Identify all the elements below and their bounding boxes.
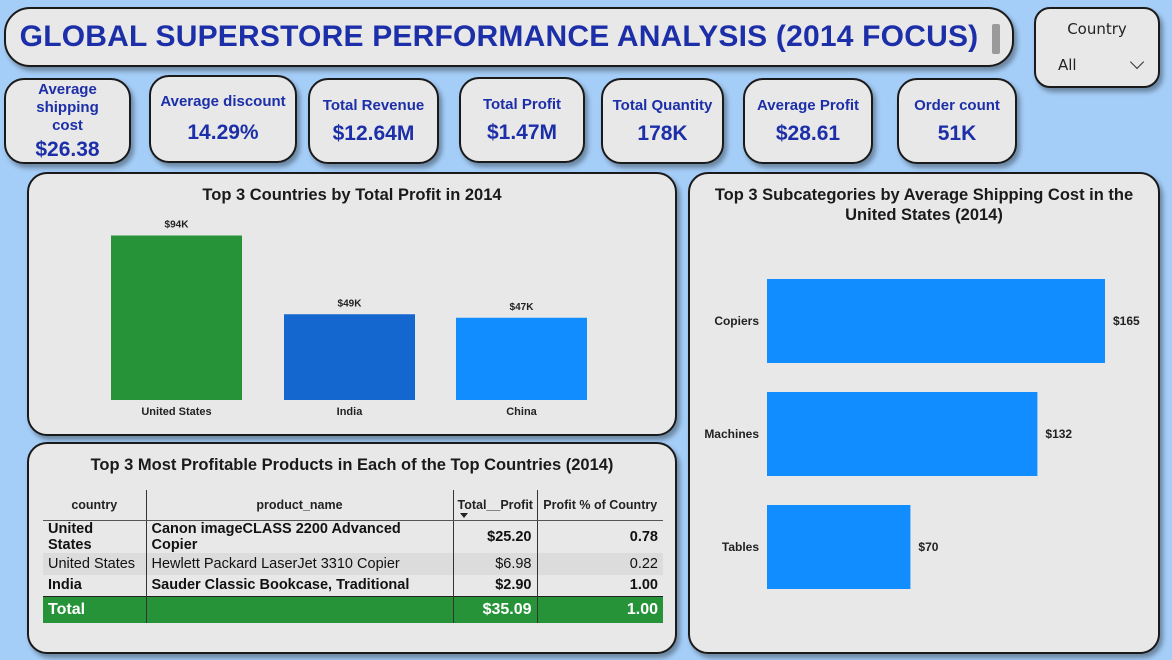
cell-profit: $25.20 xyxy=(453,520,538,553)
kpi-label: Average shipping cost xyxy=(36,80,99,134)
country-dropdown-value: All xyxy=(1058,56,1077,74)
tick-label-copiers: Copiers xyxy=(714,314,759,328)
title-banner: GLOBAL SUPERSTORE PERFORMANCE ANALYSIS (… xyxy=(4,7,1014,67)
data-label-india: $49K xyxy=(338,298,363,309)
column-header-country[interactable]: country xyxy=(43,490,147,521)
top-products-table: country product_name Total__Profit Profi… xyxy=(43,490,663,623)
tick-label-united-states: United States xyxy=(141,406,211,418)
total-pct: 1.00 xyxy=(537,596,663,623)
column-header-profit-pct[interactable]: Profit % of Country xyxy=(537,490,663,521)
kpi-label: Order count xyxy=(914,96,1000,114)
table-row[interactable]: United States Hewlett Packard LaserJet 3… xyxy=(43,552,663,575)
kpi-value: 178K xyxy=(637,121,688,145)
kpi-value: 51K xyxy=(937,121,977,145)
table-total-row: Total $35.09 1.00 xyxy=(43,596,663,623)
kpi-order-count: Order count 51K xyxy=(897,78,1017,164)
tick-label-india: India xyxy=(337,406,364,418)
cell-country: United States xyxy=(43,552,147,575)
bar-copiers[interactable] xyxy=(767,279,1105,363)
countries-profit-chart-plot: $94K United States $49K India $47K China xyxy=(111,220,587,418)
table-row[interactable]: India Sauder Classic Bookcase, Tradition… xyxy=(43,574,663,597)
tick-label-machines: Machines xyxy=(704,427,759,441)
table-header-row: country product_name Total__Profit Profi… xyxy=(43,490,663,521)
cell-product: Canon imageCLASS 2200 Advanced Copier xyxy=(146,520,454,553)
total-empty-cell xyxy=(146,596,454,623)
scrollbar-thumb[interactable] xyxy=(992,24,1000,54)
top-products-table-panel: Top 3 Most Profitable Products in Each o… xyxy=(27,442,677,654)
total-profit: $35.09 xyxy=(453,596,538,623)
kpi-label: Total Revenue xyxy=(322,96,425,114)
kpi-average-profit: Average Profit $28.61 xyxy=(743,78,873,164)
cell-profit: $2.90 xyxy=(453,574,538,597)
table-row[interactable]: United States Canon imageCLASS 2200 Adva… xyxy=(43,520,663,553)
tick-label-tables: Tables xyxy=(722,540,759,554)
kpi-value: $1.47M xyxy=(486,120,558,144)
kpi-label: Total Quantity xyxy=(612,96,713,114)
data-label-copiers: $165 xyxy=(1113,314,1140,328)
bar-china[interactable] xyxy=(456,317,587,400)
kpi-label: Average Profit xyxy=(757,96,859,114)
kpi-total-quantity: Total Quantity 178K xyxy=(601,78,724,164)
cell-product: Hewlett Packard LaserJet 3310 Copier xyxy=(146,552,454,575)
subcategory-shipping-chart-plot: $165 Copiers $132 Machines $70 Tables xyxy=(704,279,1140,589)
kpi-average-discount: Average discount 14.29% xyxy=(149,75,297,163)
subcategory-shipping-chart: Top 3 Subcategories by Average Shipping … xyxy=(688,172,1160,654)
chart-title: Top 3 Subcategories by Average Shipping … xyxy=(714,186,1134,224)
bar-united-states[interactable] xyxy=(111,235,242,401)
kpi-average-shipping-cost: Average shipping cost $26.38 xyxy=(4,78,131,164)
tick-label-china: China xyxy=(506,406,537,418)
data-label-china: $47K xyxy=(510,302,535,313)
chart-title: Top 3 Countries by Total Profit in 2014 xyxy=(202,186,502,204)
data-label-machines: $132 xyxy=(1045,427,1072,441)
data-label-tables: $70 xyxy=(918,540,938,554)
total-label: Total xyxy=(43,596,147,623)
column-header-product-name[interactable]: product_name xyxy=(146,490,454,521)
kpi-value: 14.29% xyxy=(187,121,259,144)
countries-profit-chart: Top 3 Countries by Total Profit in 2014 … xyxy=(27,172,677,436)
cell-country: United States xyxy=(43,520,147,553)
column-header-total-profit-label: Total__Profit xyxy=(457,497,533,512)
cell-pct: 0.78 xyxy=(629,528,658,545)
sort-descending-icon[interactable] xyxy=(459,512,468,518)
bar-india[interactable] xyxy=(284,314,415,400)
country-dropdown[interactable]: All xyxy=(1058,53,1146,77)
page-title: GLOBAL SUPERSTORE PERFORMANCE ANALYSIS (… xyxy=(19,20,979,53)
cell-profit: $6.98 xyxy=(453,552,538,575)
kpi-total-profit: Total Profit $1.47M xyxy=(459,77,585,163)
kpi-value: $12.64M xyxy=(332,121,415,145)
table-title: Top 3 Most Profitable Products in Each o… xyxy=(90,456,614,474)
chevron-down-icon[interactable] xyxy=(1129,54,1145,70)
bar-tables[interactable] xyxy=(767,505,911,589)
cell-pct: 1.00 xyxy=(629,577,658,594)
kpi-label: Average discount xyxy=(160,93,286,110)
data-label-united-states: $94K xyxy=(165,220,190,231)
cell-product: Sauder Classic Bookcase, Traditional xyxy=(146,574,454,597)
kpi-value: $28.61 xyxy=(775,121,841,145)
kpi-total-revenue: Total Revenue $12.64M xyxy=(308,78,439,164)
column-header-total-profit[interactable]: Total__Profit xyxy=(453,490,538,521)
kpi-value: $26.38 xyxy=(35,137,100,161)
slicer-label: Country xyxy=(1067,20,1127,38)
cell-pct: 0.22 xyxy=(537,552,663,575)
cell-country: India xyxy=(43,574,147,597)
bar-machines[interactable] xyxy=(767,392,1038,476)
country-slicer: Country All xyxy=(1034,7,1160,88)
kpi-label: Total Profit xyxy=(482,95,562,113)
